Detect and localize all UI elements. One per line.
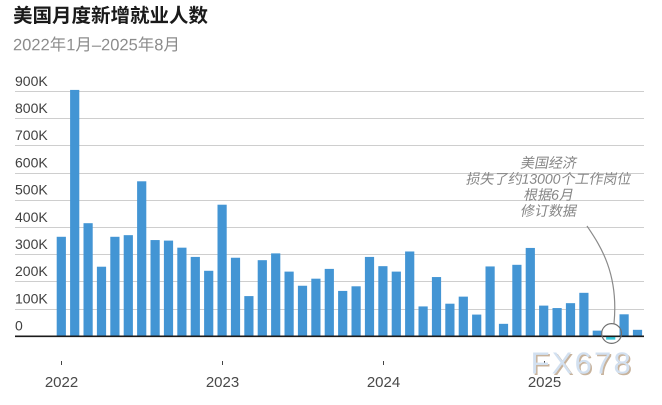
svg-text:FX678: FX678: [532, 347, 634, 382]
svg-text:200K: 200K: [15, 263, 48, 279]
svg-text:100K: 100K: [15, 290, 48, 306]
svg-text:500K: 500K: [15, 182, 48, 198]
svg-text:FX678: FX678: [531, 346, 633, 381]
svg-text:400K: 400K: [15, 209, 48, 225]
svg-text:2024: 2024: [367, 374, 400, 391]
svg-text:2022: 2022: [45, 374, 78, 391]
svg-text:700K: 700K: [15, 127, 48, 143]
svg-text:0: 0: [15, 318, 23, 334]
svg-text:600K: 600K: [15, 154, 48, 170]
svg-text:300K: 300K: [15, 236, 48, 252]
svg-text:2023: 2023: [206, 374, 239, 391]
svg-text:2025: 2025: [528, 374, 561, 391]
svg-text:900K: 900K: [15, 73, 48, 89]
svg-text:800K: 800K: [15, 100, 48, 116]
